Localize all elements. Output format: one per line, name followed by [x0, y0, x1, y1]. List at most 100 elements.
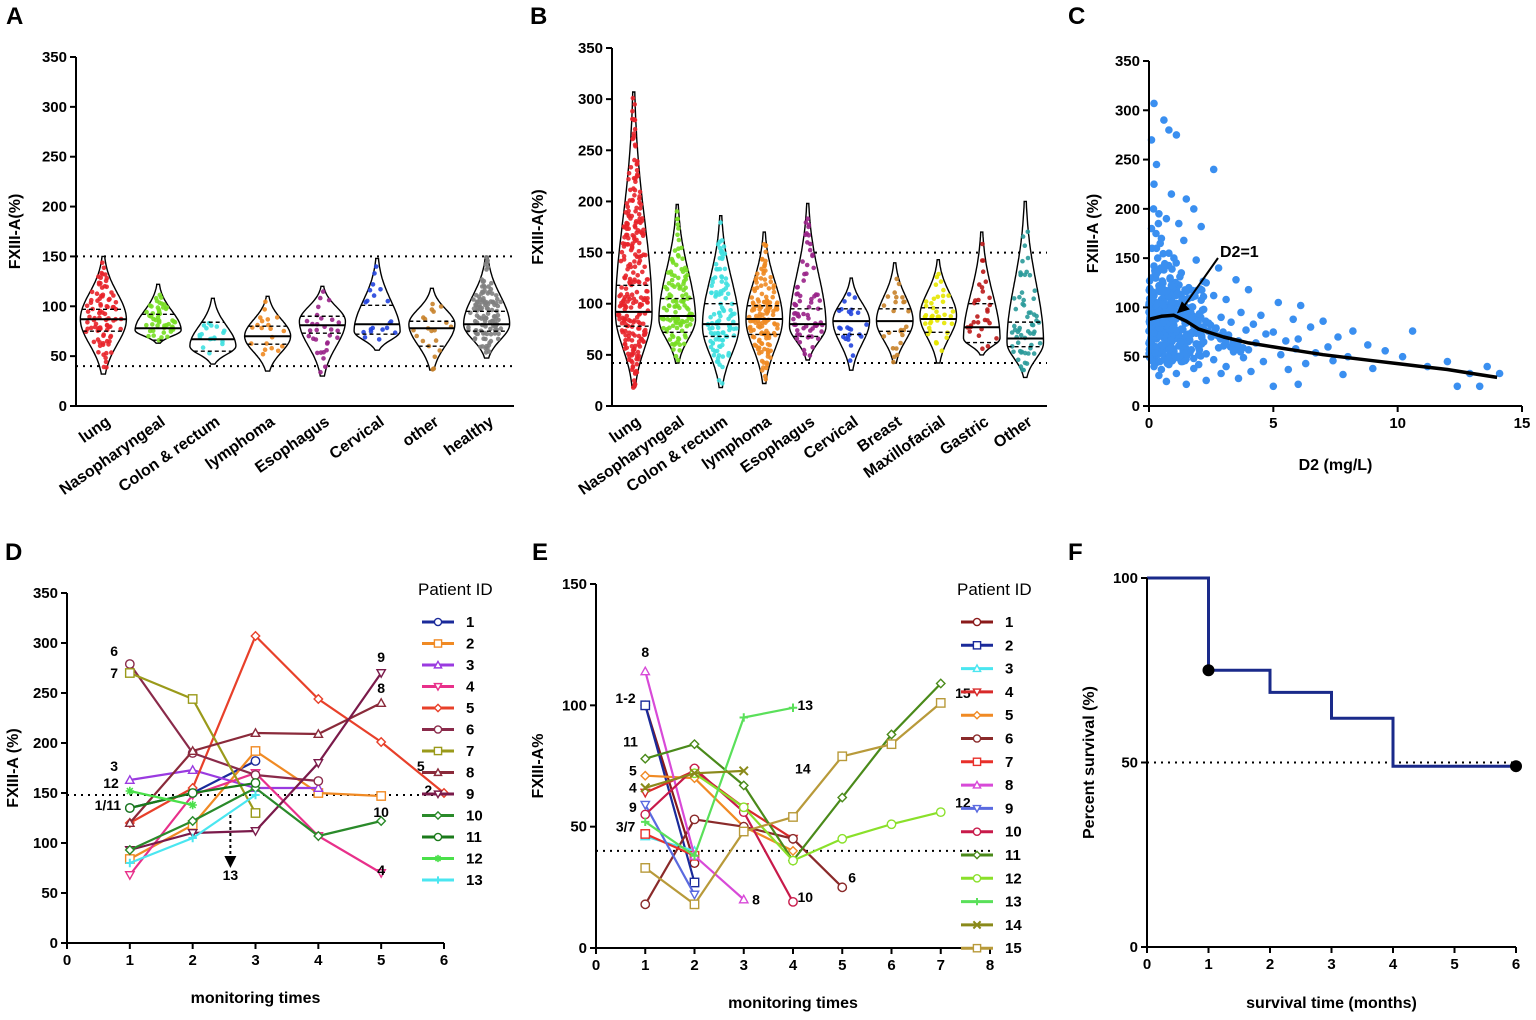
- scatter-point: [1234, 374, 1243, 383]
- data-point: [496, 331, 501, 337]
- marker-triangle-down: [375, 868, 387, 879]
- legend-label: 4: [1005, 684, 1014, 701]
- scatter-point: [1202, 376, 1210, 385]
- scatter-point: [1164, 355, 1173, 364]
- data-point: [795, 328, 800, 333]
- scatter-point: [1155, 210, 1163, 218]
- data-point: [846, 337, 851, 342]
- legend-item-3: 3: [422, 657, 474, 674]
- marker-diamond: [433, 810, 443, 821]
- data-point: [810, 345, 815, 350]
- marker-triangle-down: [433, 682, 443, 692]
- data-point: [485, 264, 491, 270]
- data-point: [723, 296, 728, 301]
- data-point: [629, 246, 635, 251]
- violin-esophagus: [788, 202, 827, 361]
- data-point: [636, 342, 641, 347]
- marker-triangle: [312, 782, 324, 793]
- data-point: [1013, 306, 1019, 312]
- data-point: [670, 258, 675, 264]
- data-point: [637, 194, 642, 199]
- data-point: [987, 295, 992, 301]
- scatter-point: [1274, 298, 1283, 307]
- data-point: [804, 262, 810, 268]
- legend-item-8: 8: [961, 777, 1013, 794]
- x-tick-label: 5: [377, 952, 385, 969]
- data-point: [894, 294, 899, 300]
- annotation-label: D2=1: [1220, 244, 1259, 261]
- data-point: [684, 305, 690, 311]
- data-point: [801, 347, 807, 353]
- data-point: [628, 187, 633, 193]
- scatter-point: [1157, 365, 1166, 374]
- marker-square: [250, 808, 261, 818]
- data-point: [100, 271, 105, 277]
- y-tick-label: 150: [33, 785, 58, 802]
- marker-cross: [738, 765, 749, 776]
- data-point: [640, 269, 645, 275]
- category-label: healthy: [441, 413, 497, 459]
- data-point: [159, 335, 164, 340]
- data-point: [109, 350, 114, 355]
- violin-breast: [875, 262, 914, 365]
- data-point: [847, 358, 853, 363]
- y-axis-label: FXIII-A(%): [530, 189, 547, 265]
- marker-star: [125, 786, 135, 796]
- marker-diamond: [375, 815, 387, 827]
- scatter-point: [1209, 291, 1218, 300]
- scatter-point: [1160, 259, 1169, 268]
- data-point: [725, 291, 731, 297]
- data-point: [770, 312, 776, 318]
- y-tick-label: 50: [1121, 755, 1138, 772]
- scatter-point: [1150, 362, 1158, 371]
- scatter-point: [1152, 270, 1161, 278]
- data-point: [807, 353, 813, 358]
- marker-plus: [788, 703, 798, 712]
- marker-circle: [837, 882, 848, 893]
- marker-square: [433, 639, 443, 648]
- data-point: [894, 346, 899, 351]
- scatter-point: [1239, 344, 1247, 352]
- scatter-point: [1193, 340, 1201, 348]
- data-point: [819, 329, 824, 334]
- x-tick-label: 0: [592, 957, 600, 974]
- data-point: [335, 328, 341, 334]
- data-point: [636, 249, 642, 254]
- data-point: [631, 320, 636, 325]
- data-point: [144, 322, 149, 328]
- data-point: [682, 332, 688, 338]
- data-point: [274, 315, 280, 320]
- data-point: [631, 300, 636, 306]
- data-point: [628, 305, 634, 310]
- violin-esophagus: [298, 285, 347, 377]
- scatter-point: [1227, 318, 1235, 327]
- marker-triangle: [639, 665, 651, 676]
- y-axis-label: FXIII-A (%): [1085, 194, 1102, 273]
- data-point: [766, 286, 772, 291]
- data-point: [388, 319, 394, 324]
- marker-square: [187, 694, 198, 704]
- legend-label: 11: [1005, 847, 1021, 864]
- data-point: [765, 342, 771, 347]
- legend-item-12: 12: [422, 851, 483, 868]
- data-point: [885, 294, 891, 299]
- data-point: [100, 342, 106, 348]
- data-point: [678, 321, 683, 326]
- data-point: [846, 292, 852, 297]
- y-axis-label: FXIII-A(%): [7, 194, 24, 270]
- data-point: [674, 262, 679, 268]
- category-label: Gastric: [937, 413, 992, 459]
- marker-triangle: [250, 727, 261, 738]
- data-point: [629, 338, 635, 343]
- data-point: [677, 305, 682, 311]
- scatter-point: [1175, 219, 1183, 228]
- marker-cross: [689, 768, 700, 779]
- data-point: [318, 369, 323, 375]
- marker-triangle-down: [375, 668, 387, 679]
- data-point: [472, 318, 478, 324]
- data-point: [631, 234, 637, 239]
- data-point: [801, 311, 806, 317]
- data-point: [669, 277, 675, 283]
- y-tick-label: 50: [50, 348, 67, 365]
